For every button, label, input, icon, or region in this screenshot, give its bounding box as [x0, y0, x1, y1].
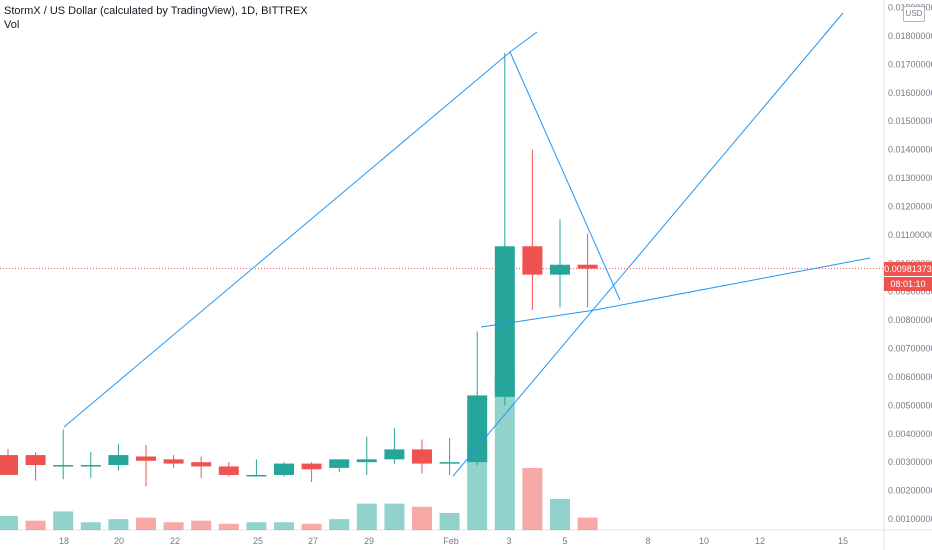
- y-tick-label: 0.00800000: [888, 315, 932, 325]
- y-tick-label: 0.01400000: [888, 145, 932, 155]
- volume-bar: [80, 522, 101, 530]
- volume-bar: [494, 375, 515, 530]
- volume-bar: [218, 523, 239, 530]
- y-tick-label: 0.00100000: [888, 514, 932, 524]
- candle-body: [274, 463, 294, 475]
- volume-bar: [301, 523, 322, 530]
- y-tick-label: 0.01300000: [888, 173, 932, 183]
- y-tick-label: 0.00200000: [888, 486, 932, 496]
- candle-body: [467, 395, 488, 463]
- x-tick-label: 27: [308, 536, 318, 546]
- candle-body: [384, 449, 405, 460]
- candle-body: [301, 463, 322, 470]
- volume-bar: [246, 522, 267, 530]
- candle-body: [163, 459, 184, 464]
- x-tick-label: 5: [562, 536, 567, 546]
- trend-line-drawing: [452, 12, 844, 477]
- x-tick-label: 15: [838, 536, 848, 546]
- x-tick-label: 3: [506, 536, 511, 546]
- trend-line-drawing: [480, 309, 596, 328]
- y-tick-label: 0.00400000: [888, 429, 932, 439]
- candle-body: [577, 264, 598, 269]
- candle-body: [0, 455, 18, 475]
- x-tick-label: 10: [699, 536, 709, 546]
- volume-bar: [522, 468, 543, 530]
- candle-body: [494, 246, 515, 397]
- candle-body: [356, 459, 377, 463]
- volume-bar: [0, 516, 18, 530]
- volume-bar: [274, 522, 294, 530]
- y-tick-label: 0.01200000: [888, 201, 932, 211]
- y-tick-label: 0.01100000: [888, 230, 932, 240]
- y-tick-label: 0.00600000: [888, 372, 932, 382]
- candle-body: [136, 456, 156, 461]
- candle-body: [246, 474, 267, 477]
- volume-bar: [329, 519, 350, 530]
- currency-label[interactable]: USD: [903, 6, 925, 22]
- candle-body: [439, 462, 460, 464]
- x-tick-label: 22: [170, 536, 180, 546]
- y-tick-label: 0.00700000: [888, 344, 932, 354]
- trend-line-drawing: [509, 31, 538, 53]
- volume-bar: [191, 520, 212, 530]
- trend-line-drawing: [594, 257, 871, 311]
- last-price-tag: 0.00981373: [884, 262, 932, 276]
- symbol-title[interactable]: StormX / US Dollar (calculated by Tradin…: [4, 5, 308, 17]
- candle-body: [191, 462, 212, 467]
- x-tick-label: 25: [253, 536, 263, 546]
- candle-body: [218, 466, 239, 475]
- candle-body: [522, 246, 543, 275]
- chart-legend: StormX / US Dollar (calculated by Tradin…: [4, 4, 308, 32]
- x-tick-label: 12: [755, 536, 765, 546]
- candle-body: [329, 459, 350, 468]
- x-tick-label: 18: [59, 536, 69, 546]
- volume-bar: [356, 503, 377, 530]
- volume-bar: [384, 503, 405, 530]
- trend-line-drawing: [509, 51, 621, 301]
- volume-indicator-label[interactable]: Vol: [4, 19, 20, 31]
- volume-bar: [136, 517, 156, 530]
- x-tick-label: Feb: [443, 536, 459, 546]
- volume-bar: [53, 511, 74, 530]
- volume-bar: [577, 517, 598, 530]
- y-tick-label: 0.00500000: [888, 400, 932, 410]
- y-tick-label: 0.01700000: [888, 59, 932, 69]
- volume-bar: [108, 519, 129, 530]
- volume-bar: [163, 522, 184, 530]
- y-tick-label: 0.00900000: [888, 287, 932, 297]
- y-tick-label: 0.01800000: [888, 31, 932, 41]
- y-tick-label: 0.00300000: [888, 457, 932, 467]
- y-tick-label: 0.01600000: [888, 88, 932, 98]
- trend-line-drawing: [63, 51, 511, 428]
- volume-bar: [550, 499, 570, 530]
- candle-body: [550, 264, 570, 275]
- candle-body: [80, 465, 101, 467]
- countdown-tag: 08:01:10: [884, 277, 932, 291]
- y-tick-label: 0.01500000: [888, 116, 932, 126]
- volume-bar: [25, 520, 46, 530]
- candle-body: [108, 455, 129, 466]
- volume-bar: [467, 441, 488, 530]
- x-tick-label: 8: [645, 536, 650, 546]
- candle-body: [25, 455, 46, 466]
- x-tick-label: 20: [114, 536, 124, 546]
- volume-bar: [412, 506, 432, 530]
- x-tick-label: 29: [364, 536, 374, 546]
- candle-body: [412, 449, 432, 464]
- candle-body: [53, 465, 74, 467]
- volume-bar: [439, 512, 460, 530]
